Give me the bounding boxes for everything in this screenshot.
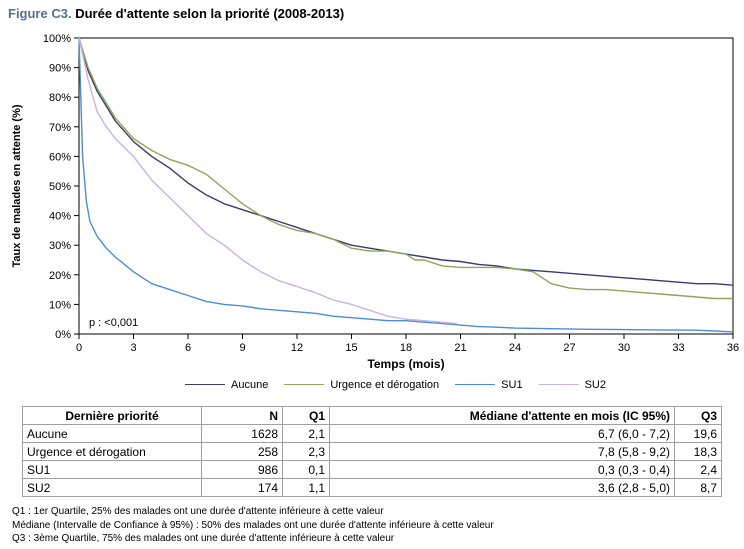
x-tick-label: 18 — [400, 342, 412, 354]
cell-q3: 19,6 — [674, 424, 722, 443]
x-tick-label: 27 — [563, 342, 575, 354]
table-row: SU2 174 1,1 3,6 (2,8 - 5,0) 8,7 — [22, 478, 722, 497]
legend-item: Urgence et dérogation — [284, 379, 439, 391]
x-tick-label: 3 — [130, 342, 136, 354]
y-tick-label: 100% — [43, 33, 71, 45]
legend-label: SU2 — [584, 378, 606, 391]
legend-item: SU2 — [538, 378, 606, 391]
legend-swatch — [538, 384, 579, 385]
cell-q1: 2,1 — [282, 424, 330, 443]
x-tick-label: 24 — [509, 342, 521, 354]
legend-label: Urgence et dérogation — [330, 378, 440, 391]
y-tick-label: 60% — [49, 151, 71, 163]
cell-priority: Aucune — [22, 424, 202, 443]
header-q3: Q3 — [674, 406, 722, 425]
series-line-urgence-et-d-rogation — [78, 37, 733, 300]
x-tick-label: 21 — [454, 342, 466, 354]
legend-swatch — [185, 384, 225, 385]
x-tick-label: 33 — [672, 342, 684, 354]
p-value-annotation: p : <0,001 — [89, 317, 138, 329]
cell-n: 1628 — [201, 424, 283, 443]
cell-median: 6,7 (6,0 - 7,2) — [329, 424, 675, 443]
survival-chart: 0%10%20%30%40%50%60%70%80%90%100%0 3 6 9 12 1… — [11, 33, 739, 371]
x-axis-label: Temps (mois) — [367, 357, 444, 371]
legend-item: Aucune — [185, 379, 268, 391]
cell-median: 3,6 (2,8 - 5,0) — [329, 478, 675, 497]
legend-swatch — [284, 384, 325, 385]
series-line-su2 — [78, 37, 457, 325]
legend-label: SU1 — [501, 378, 523, 391]
x-tick-label: 0 — [76, 342, 82, 354]
x-tick-label: 9 — [239, 342, 245, 354]
y-tick-label: 40% — [49, 211, 71, 223]
header-median: Médiane d'attente en mois (IC 95%) — [329, 406, 675, 425]
y-tick-label: 20% — [49, 270, 71, 282]
y-tick-label: 10% — [49, 299, 71, 311]
cell-n: 174 — [201, 478, 283, 497]
y-tick-label: 90% — [49, 63, 71, 75]
cell-priority: SU1 — [22, 460, 202, 479]
table-row: Urgence et dérogation 258 2,3 7,8 (5,8 -… — [22, 442, 722, 461]
cell-priority: SU2 — [22, 478, 202, 497]
cell-n: 258 — [201, 442, 283, 461]
y-tick-label: 0% — [55, 329, 71, 341]
footnotes: Q1 : 1er Quartile, 25% des malades ont u… — [12, 505, 494, 546]
y-tick-label: 80% — [49, 92, 71, 104]
x-tick-label: 6 — [185, 342, 191, 354]
y-tick-label: 70% — [49, 122, 71, 134]
table-row: SU1 986 0,1 0,3 (0,3 - 0,4) 2,4 — [22, 460, 722, 479]
cell-q1: 1,1 — [282, 478, 330, 497]
y-tick-label: 50% — [49, 181, 71, 193]
stats-table: Dernière priorité N Q1 Médiane d'attente… — [22, 406, 722, 497]
x-tick-label: 30 — [618, 342, 630, 354]
y-tick-label: 30% — [49, 240, 71, 252]
chart-legend: Aucune Urgence et dérogation SU1 SU2 — [185, 376, 622, 391]
cell-q3: 8,7 — [674, 478, 722, 497]
plot-frame — [78, 37, 734, 335]
figure-title-text: Durée d'attente selon la priorité (2008-… — [75, 6, 345, 21]
cell-q3: 2,4 — [674, 460, 722, 479]
x-tick-label: 36 — [727, 342, 739, 354]
cell-priority: Urgence et dérogation — [22, 442, 202, 461]
cell-median: 0,3 (0,3 - 0,4) — [329, 460, 675, 479]
cell-q3: 18,3 — [674, 442, 722, 461]
legend-item: SU1 — [455, 378, 523, 391]
table-row: Aucune 1628 2,1 6,7 (6,0 - 7,2) 19,6 — [22, 424, 722, 443]
cell-median: 7,8 (5,8 - 9,2) — [329, 442, 675, 461]
cell-q1: 0,1 — [282, 460, 330, 479]
cell-n: 986 — [201, 460, 283, 479]
footnote-median: Médiane (Intervalle de Confiance à 95%) … — [12, 519, 494, 531]
cell-q1: 2,3 — [282, 442, 330, 461]
header-n: N — [201, 406, 283, 425]
footnote-q3: Q3 : 3ème Quartile, 75% des malades ont … — [12, 533, 395, 544]
x-tick-label: 15 — [345, 342, 357, 354]
x-tick-label: 12 — [291, 342, 303, 354]
legend-swatch — [455, 384, 496, 385]
figure-number: Figure C3. — [8, 6, 72, 21]
legend-label: Aucune — [231, 378, 269, 391]
series-line-su1 — [78, 37, 734, 333]
header-q1: Q1 — [282, 406, 330, 425]
table-header-row: Dernière priorité N Q1 Médiane d'attente… — [22, 406, 722, 425]
y-axis-label: Taux de malades en attente (%) — [11, 104, 23, 267]
figure-title: Figure C3. Durée d'attente selon la prio… — [8, 6, 344, 21]
header-priority: Dernière priorité — [22, 406, 202, 425]
footnote-q1: Q1 : 1er Quartile, 25% des malades ont u… — [12, 506, 384, 517]
